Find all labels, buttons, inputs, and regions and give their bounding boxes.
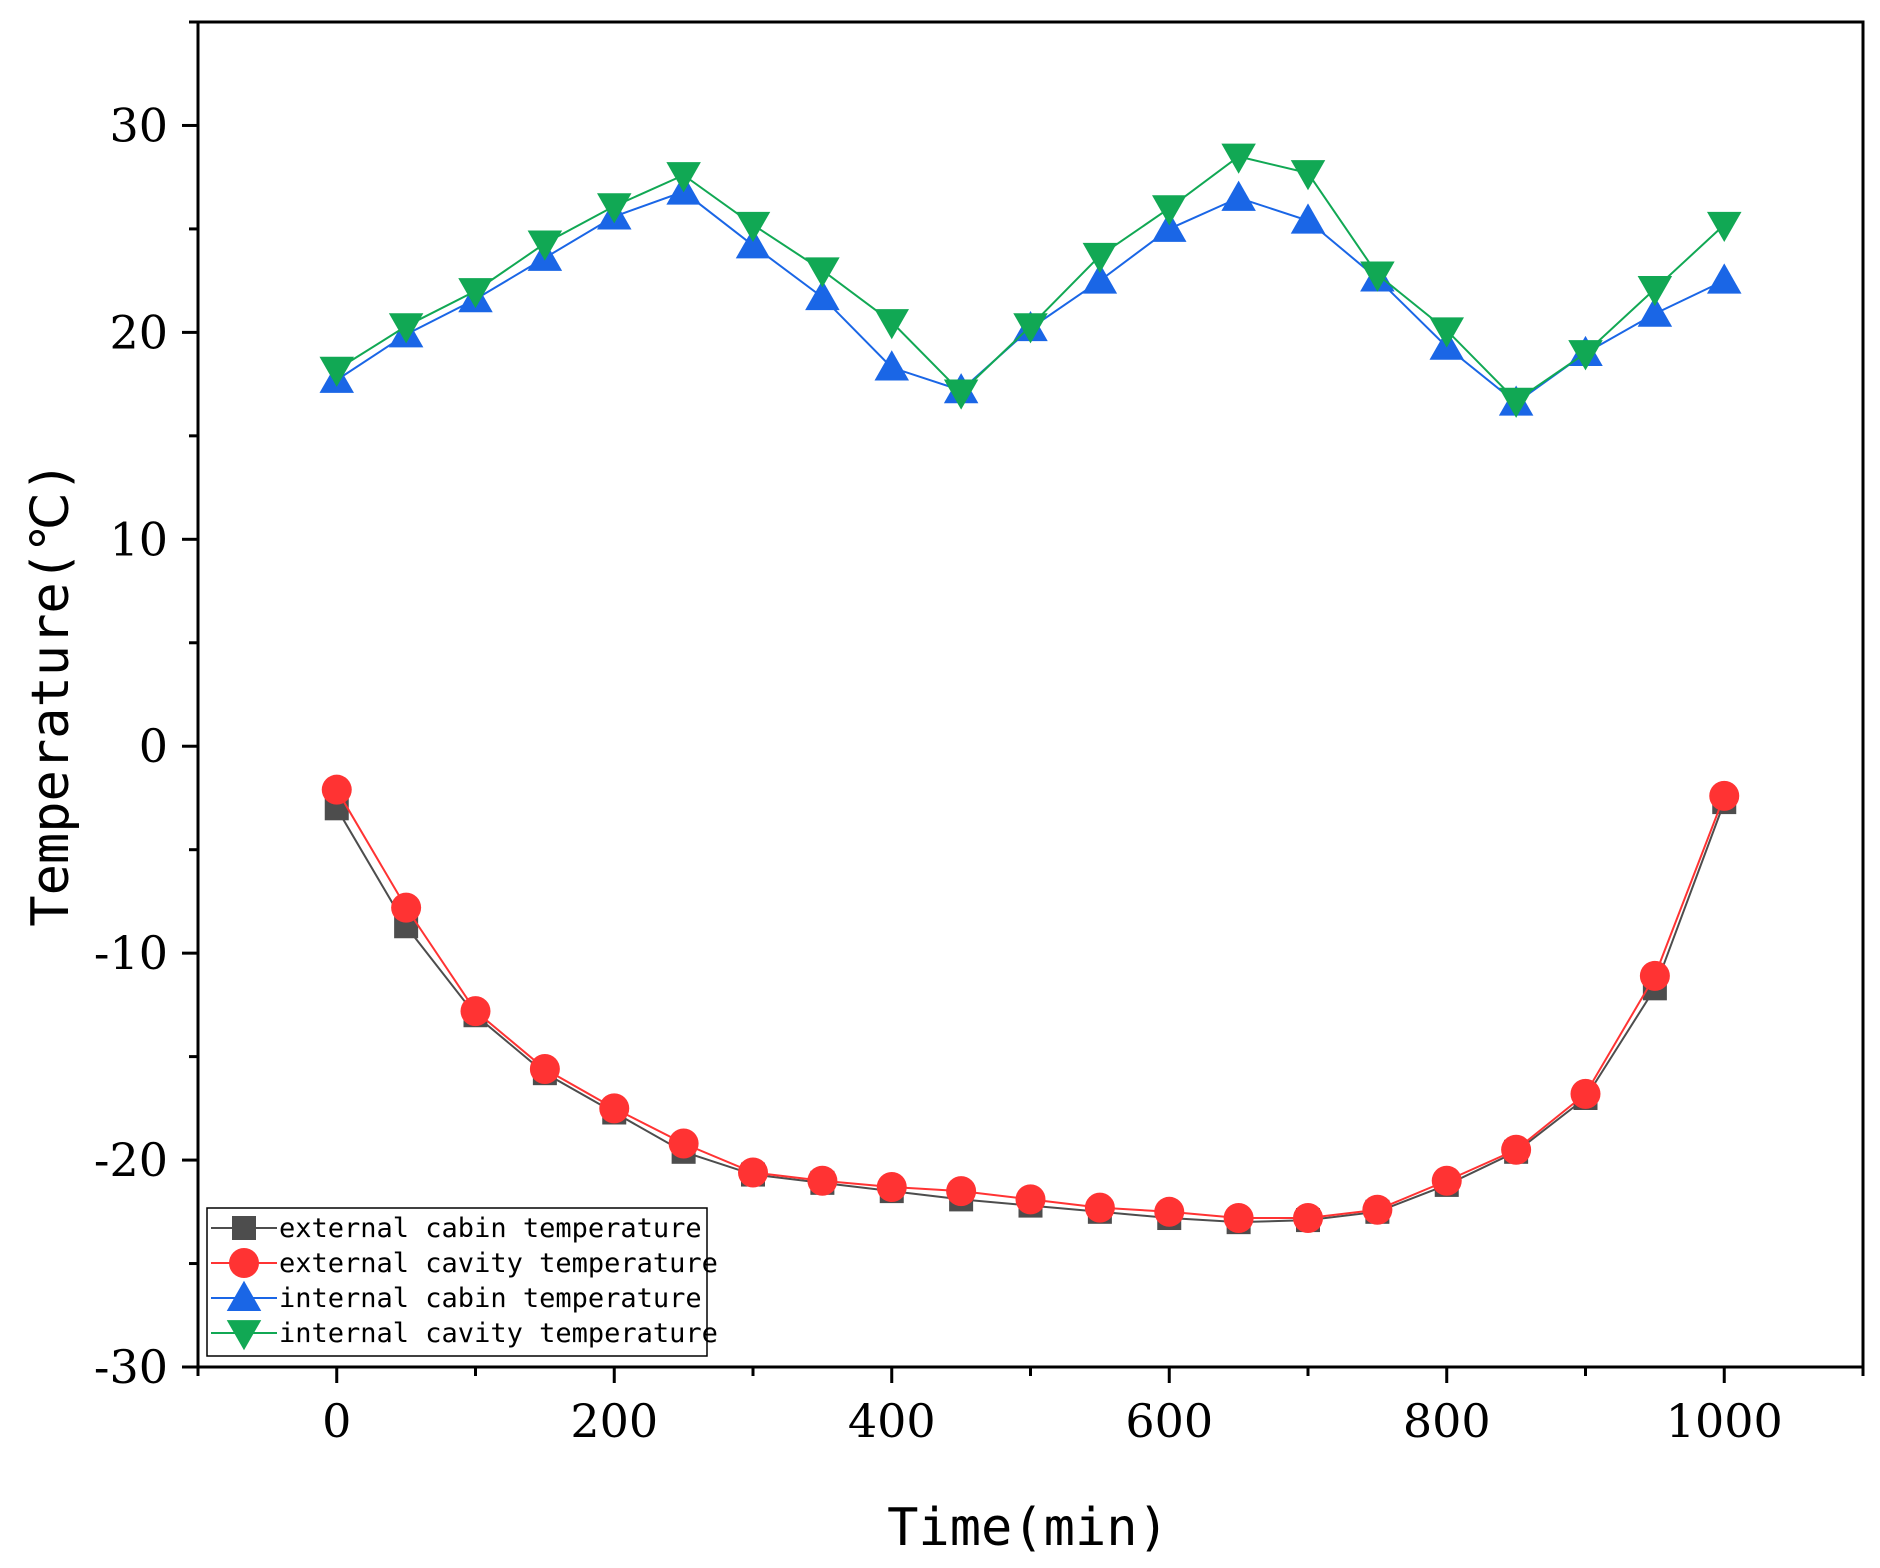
data-point [1570,1078,1601,1109]
y-tick-label: -10 [94,926,168,980]
data-point [458,278,493,309]
series-external-cabin-temperature [324,790,1737,1235]
data-point [1362,1194,1393,1225]
data-point [735,211,771,243]
series-internal-cavity-temperature [319,143,1742,418]
data-point [735,228,771,259]
data-point [1707,211,1742,243]
series-layer [319,143,1742,1235]
data-point [805,279,840,311]
data-point [1082,242,1118,274]
data-point [597,193,632,224]
x-tick-label: 400 [848,1394,936,1448]
series-external-cavity-temperature [321,774,1740,1234]
y-tick-label: 30 [109,98,168,152]
x-tick-label: 200 [570,1394,658,1448]
data-point [1293,1203,1323,1234]
data-point [1501,1134,1532,1165]
series-line [336,155,1725,402]
x-axis-title: Time(min) [887,1498,1169,1558]
y-tick-label: 20 [109,305,168,359]
plot-frame [196,20,1865,1369]
series-internal-cabin-temperature [319,174,1742,416]
y-tick-label: 0 [139,719,168,773]
data-point [1082,263,1118,294]
data-point [1429,317,1464,348]
data-point [529,1054,560,1085]
data-point [1223,1203,1254,1234]
data-point [527,230,563,261]
data-point [1431,1165,1462,1196]
data-point [946,1176,977,1207]
data-point [599,1093,630,1124]
x-tick-label: 800 [1403,1394,1491,1448]
y-axis-title: Temperature(℃) [21,461,81,926]
data-point [1290,203,1326,234]
data-point [391,892,422,923]
data-point [1013,313,1048,344]
x-axis: 0 200 400 600 800 1000 [196,1367,1865,1448]
data-point [1015,1184,1046,1215]
legend-marker [232,1216,256,1240]
data-point [805,257,840,288]
series-line [336,190,1725,404]
data-point [1707,263,1742,294]
data-point [1709,780,1740,811]
legend-label: internal cabin temperature [279,1283,702,1314]
data-point [1637,296,1673,327]
legend-label: internal cavity temperature [279,1318,718,1349]
data-point [388,313,424,344]
legend-label: external cavity temperature [279,1248,718,1279]
x-tick-label: 600 [1125,1394,1213,1448]
y-tick-label: -30 [94,1340,168,1394]
legend-box [206,1207,708,1357]
data-point [1221,143,1256,174]
data-point [666,162,701,193]
data-point [1498,387,1534,418]
legend-label: external cabin temperature [279,1213,702,1244]
data-point [807,1165,838,1196]
data-point [874,309,909,340]
data-point [943,379,979,410]
data-point [1221,180,1256,211]
data-point [668,1128,699,1159]
data-point [319,356,354,387]
data-point [738,1157,768,1188]
data-point [1360,261,1395,292]
x-tick-label: 1000 [1666,1394,1783,1448]
data-point [1290,160,1326,191]
data-point [874,350,909,381]
data-point [1637,275,1673,307]
y-axis: -30 -20 -10 0 10 20 30 [94,20,198,1394]
legend-marker [226,1280,262,1311]
legend-marker [229,1248,259,1278]
data-point [1568,340,1603,371]
data-point [876,1171,907,1202]
y-tick-label: 10 [109,512,168,566]
y-tick-label: -20 [94,1133,168,1187]
data-point [1639,960,1670,991]
data-point [1152,195,1187,226]
data-point [1152,211,1187,242]
data-point [1084,1192,1115,1223]
legend: external cabin temperature external cavit… [206,1207,718,1357]
data-point [1154,1196,1185,1227]
data-point [460,996,491,1027]
x-tick-label: 0 [322,1394,351,1448]
data-point [321,774,352,805]
legend-marker [226,1320,262,1351]
